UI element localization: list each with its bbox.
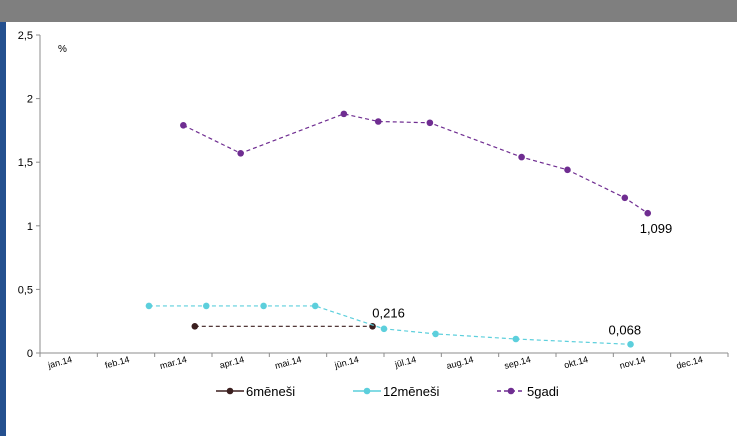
data-point xyxy=(644,209,652,217)
y-tick-label: 1,5 xyxy=(18,157,33,169)
data-point xyxy=(564,166,571,174)
data-point xyxy=(237,149,244,157)
data-point xyxy=(426,119,434,127)
title-bar xyxy=(0,0,737,22)
x-tick-label: apr.14 xyxy=(218,354,245,370)
x-tick-label: jūn.14 xyxy=(333,354,360,370)
data-point xyxy=(145,302,153,310)
data-point xyxy=(518,153,525,161)
y-tick-label: 2 xyxy=(27,94,33,106)
data-point xyxy=(191,322,199,330)
data-point xyxy=(621,194,629,202)
x-tick-label: okt.14 xyxy=(563,354,589,370)
data-point xyxy=(512,335,520,343)
legend-label: 6mēneši xyxy=(246,384,295,399)
data-point xyxy=(202,302,210,310)
legend-swatch-marker xyxy=(507,387,515,395)
data-point xyxy=(180,122,187,129)
series-line-2 xyxy=(148,305,631,345)
y-tick-label: 0,5 xyxy=(18,284,33,296)
data-point xyxy=(374,118,382,125)
x-tick-label: dec.14 xyxy=(675,354,704,371)
data-point xyxy=(432,330,439,338)
y-tick-label: 1 xyxy=(27,221,33,233)
data-label: 0,216 xyxy=(372,306,405,321)
data-label: 1,099 xyxy=(640,221,673,236)
data-label: 0,068 xyxy=(609,322,642,337)
legend-label: 12mēneši xyxy=(383,384,439,399)
x-tick-label: nov.14 xyxy=(618,354,646,370)
data-point xyxy=(627,341,634,348)
data-point xyxy=(380,325,388,333)
legend-swatch-marker xyxy=(226,387,234,395)
x-tick-label: feb.14 xyxy=(104,354,131,370)
x-tick-label: mai.14 xyxy=(274,354,303,371)
data-point xyxy=(340,110,348,118)
x-tick-label: mar.14 xyxy=(159,354,188,371)
x-tick-label: jan.14 xyxy=(46,354,73,370)
legend-swatch-marker xyxy=(363,387,371,395)
x-tick-label: jūl.14 xyxy=(393,354,417,369)
y-tick-label: 0 xyxy=(27,348,33,360)
series-line-3 xyxy=(183,113,649,214)
left-accent-bar xyxy=(0,22,6,436)
legend-label: 5gadi xyxy=(527,384,559,399)
x-tick-label: aug.14 xyxy=(445,354,474,371)
y-tick-label: 2,5 xyxy=(18,30,33,42)
unit-label: % xyxy=(58,44,67,55)
data-point xyxy=(260,302,267,310)
x-tick-label: sep.14 xyxy=(503,354,532,371)
data-point xyxy=(311,302,319,310)
